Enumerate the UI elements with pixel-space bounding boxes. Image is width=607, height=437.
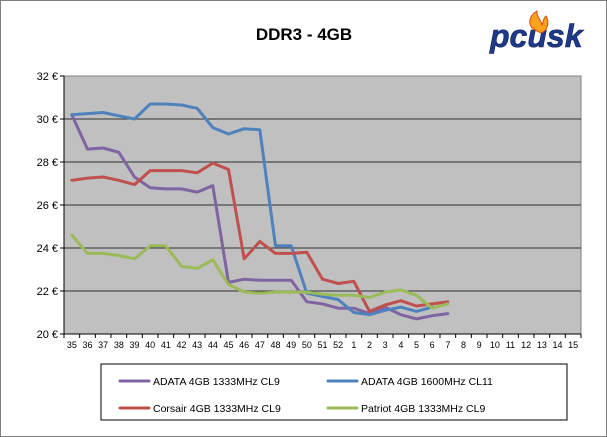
x-tick-label: 5 (414, 340, 419, 350)
y-tick-label: 26 € (37, 200, 58, 212)
x-tick-label: 7 (445, 340, 450, 350)
series-line-3 (70, 233, 450, 310)
x-tick-label: 1 (351, 340, 356, 350)
x-tick-label: 2 (367, 340, 372, 350)
x-tick-label: 15 (568, 340, 578, 350)
x-tick-label: 9 (477, 340, 482, 350)
legend-entries: ADATA 4GB 1333MHz CL9 ADATA 4GB 1600MHz C… (118, 376, 493, 415)
y-tick-label: 32 € (37, 71, 58, 83)
x-tick-label: 35 (67, 340, 77, 350)
series-line-0 (70, 113, 450, 321)
chart-title: DDR3 - 4GB (256, 25, 352, 44)
gridlines (64, 118, 581, 292)
x-tick-label: 41 (161, 340, 171, 350)
legend-label: ADATA 4GB 1333MHz CL9 (153, 376, 280, 388)
legend-label: ADATA 4GB 1600MHz CL11 (361, 376, 493, 388)
x-tick-label: 36 (82, 340, 92, 350)
x-tick-label: 47 (255, 340, 265, 350)
x-tick-label: 6 (430, 340, 435, 350)
x-tick-label: 52 (333, 340, 343, 350)
y-tick-label: 22 € (37, 286, 58, 298)
x-tick-label: 43 (192, 340, 202, 350)
x-tick-label: 13 (537, 340, 547, 350)
x-tick-label: 37 (98, 340, 108, 350)
x-tick-label: 48 (270, 340, 280, 350)
x-tick-label: 3 (383, 340, 388, 350)
series-line-2 (70, 161, 450, 313)
x-tick-label: 40 (145, 340, 155, 350)
y-tick-label: 30 € (37, 114, 58, 126)
x-tick-label: 46 (239, 340, 249, 350)
series-lines (70, 102, 450, 321)
x-tick-label: 45 (223, 340, 233, 350)
x-axis-ticks: 35 36 37 38 39 40 41 42 43 44 45 46 47 48 49 50 51 52 1 2 3 4… (63, 333, 582, 350)
legend (100, 363, 568, 421)
x-tick-label: 42 (176, 340, 186, 350)
y-axis-ticks: 20 € 22 € 24 € 26 € 28 € 30 € 32 € (37, 71, 65, 341)
x-tick-label: 38 (114, 340, 124, 350)
x-tick-label: 8 (461, 340, 466, 350)
x-tick-label: 14 (552, 340, 562, 350)
x-tick-label: 12 (521, 340, 531, 350)
site-logo: pcusk (489, 10, 585, 54)
y-tick-label: 28 € (37, 157, 58, 169)
x-tick-label: 39 (129, 340, 139, 350)
x-tick-label: 10 (490, 340, 500, 350)
flame-icon (529, 10, 549, 34)
y-tick-label: 20 € (37, 329, 58, 341)
x-tick-label: 51 (317, 340, 327, 350)
series-line-1 (70, 102, 434, 317)
legend-label: Patriot 4GB 1333MHz CL9 (361, 403, 485, 415)
x-tick-label: 4 (398, 340, 403, 350)
legend-label: Corsair 4GB 1333MHz CL9 (153, 403, 281, 415)
x-tick-label: 11 (506, 340, 515, 350)
x-tick-label: 49 (286, 340, 296, 350)
y-tick-label: 24 € (37, 243, 58, 255)
x-tick-label: 44 (208, 340, 218, 350)
x-tick-label: 50 (302, 340, 312, 350)
